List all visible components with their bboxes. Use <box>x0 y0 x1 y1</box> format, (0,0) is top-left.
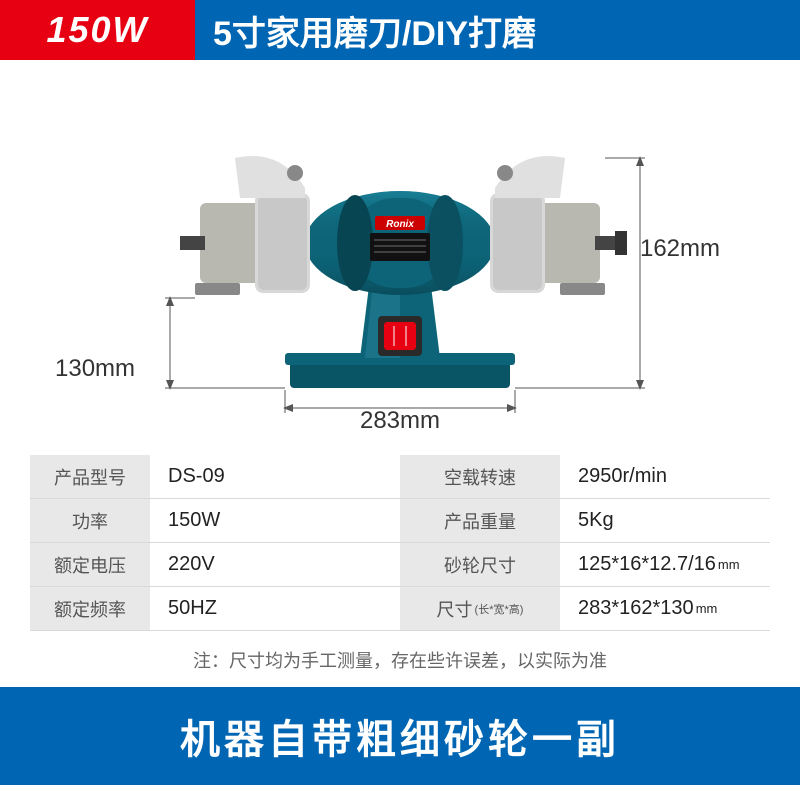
spec-row: 砂轮尺寸 125*16*12.7/16mm <box>400 543 770 587</box>
note-text: 注：尺寸均为手工测量，存在些许误差，以实际为准 <box>0 631 800 687</box>
spec-label: 额定电压 <box>30 543 150 586</box>
spec-row: 额定电压 220V <box>30 543 400 587</box>
spec-label: 产品重量 <box>400 499 560 542</box>
product-image-area: Ronix <box>0 60 800 455</box>
spec-value: 125*16*12.7/16mm <box>560 543 770 586</box>
spec-row: 功率 150W <box>30 499 400 543</box>
spec-value: 2950r/min <box>560 455 770 498</box>
product-illustration: Ronix <box>140 98 660 418</box>
spec-table: 产品型号 DS-09 功率 150W 额定电压 220V 额定频率 50HZ 空… <box>0 455 800 631</box>
dimension-base-height: 130mm <box>55 355 135 383</box>
spec-row: 产品型号 DS-09 <box>30 455 400 499</box>
spec-value: DS-09 <box>150 455 400 498</box>
spec-value: 220V <box>150 543 400 586</box>
spec-row: 产品重量 5Kg <box>400 499 770 543</box>
spec-row: 空载转速 2950r/min <box>400 455 770 499</box>
spec-label: 产品型号 <box>30 455 150 498</box>
power-badge: 150W <box>0 0 195 60</box>
dimension-width: 283mm <box>360 407 440 435</box>
spec-value: 150W <box>150 499 400 542</box>
spec-value: 5Kg <box>560 499 770 542</box>
spec-label: 功率 <box>30 499 150 542</box>
spec-col-left: 产品型号 DS-09 功率 150W 额定电压 220V 额定频率 50HZ <box>30 455 400 631</box>
spec-row: 额定频率 50HZ <box>30 587 400 631</box>
title-bar: 5寸家用磨刀/DIY打磨 <box>195 0 800 60</box>
footer-banner: 机器自带粗细砂轮一副 <box>0 687 800 785</box>
spec-label: 空载转速 <box>400 455 560 498</box>
dimension-height: 162mm <box>640 235 720 263</box>
header: 150W 5寸家用磨刀/DIY打磨 <box>0 0 800 60</box>
spec-value: 50HZ <box>150 587 400 630</box>
spec-label: 额定频率 <box>30 587 150 630</box>
spec-label: 尺寸(长*宽*高) <box>400 587 560 630</box>
spec-col-right: 空载转速 2950r/min 产品重量 5Kg 砂轮尺寸 125*16*12.7… <box>400 455 770 631</box>
spec-label: 砂轮尺寸 <box>400 543 560 586</box>
spec-value: 283*162*130mm <box>560 587 770 630</box>
svg-text:Ronix: Ronix <box>386 219 414 230</box>
spec-row: 尺寸(长*宽*高) 283*162*130mm <box>400 587 770 631</box>
